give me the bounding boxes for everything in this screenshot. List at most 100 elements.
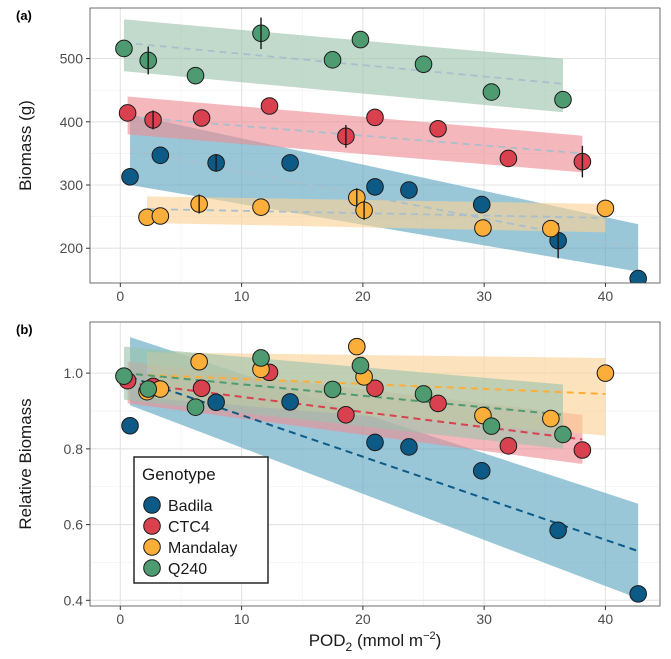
x-tick-label: 30 [476, 288, 492, 304]
y-tick-label: 0.8 [64, 441, 84, 457]
legend-swatch-badila [143, 496, 161, 514]
data-point-q240 [323, 380, 342, 399]
panel-border [89, 7, 661, 284]
data-point-mandalay [596, 364, 615, 382]
data-point-q240 [414, 55, 433, 74]
data-point-badila [400, 438, 418, 456]
data-point-ctc4 [366, 108, 384, 127]
data-point-badila [472, 195, 491, 214]
data-point-mandalay [542, 219, 560, 238]
x-axis-title-sub: 2 [346, 640, 353, 654]
data-point-ctc4 [499, 149, 518, 168]
data-point-q240 [323, 51, 342, 69]
panel-label: (b) [16, 322, 33, 337]
data-point-badila [549, 521, 567, 540]
data-point-badila [121, 167, 139, 186]
y-tick-label: 0.6 [64, 517, 84, 533]
data-point-badila [151, 146, 170, 165]
data-point-mandalay [348, 337, 366, 356]
y-tick-label: 400 [60, 114, 84, 130]
x-axis-title-main: POD [309, 631, 346, 650]
legend: Genotype Badila CTC4 Mandalay Q240 [133, 456, 269, 584]
data-point-ctc4 [573, 441, 592, 459]
x-axis-title: POD2 (mmol m−2) [309, 630, 442, 654]
data-point-ctc4 [366, 379, 384, 398]
plot-layer [115, 17, 647, 283]
x-tick-label: 20 [355, 611, 371, 627]
x-axis-title-close: ) [436, 631, 442, 650]
data-point-ctc4 [429, 119, 447, 138]
panel-border [89, 321, 661, 607]
data-point-mandalay [542, 409, 560, 428]
x-tick-label: 40 [598, 611, 614, 627]
data-point-q240 [351, 356, 370, 375]
confidence-band-badila [130, 114, 639, 272]
data-point-q240 [482, 417, 501, 435]
data-point-badila [472, 462, 491, 480]
confidence-band-q240 [123, 19, 563, 113]
panel-a: 200 300 400 500 0 10 20 30 40 Biomass (g) (a) [16, 7, 661, 304]
panel-label: (a) [16, 8, 32, 23]
y-tick-label: 1.0 [64, 365, 84, 381]
legend-swatch-q240 [143, 559, 161, 577]
x-axis-title-unit: (mmol m [352, 631, 423, 650]
x-tick-label: 30 [476, 611, 492, 627]
legend-label-ctc4: CTC4 [168, 519, 210, 536]
data-point-q240 [482, 83, 501, 101]
data-point-badila [629, 585, 647, 603]
x-tick-label: 0 [116, 288, 124, 304]
data-point-q240 [115, 367, 133, 385]
data-point-mandalay [596, 199, 615, 218]
data-point-q240 [115, 39, 133, 58]
data-point-ctc4 [192, 109, 211, 127]
legend-title: Genotype [142, 465, 216, 484]
y-tick-label: 500 [60, 51, 84, 67]
legend-swatch-ctc4 [143, 517, 161, 535]
data-point-ctc4 [337, 405, 355, 424]
y-tick-label: 200 [60, 240, 84, 256]
data-point-q240 [139, 380, 158, 398]
data-point-q240 [554, 425, 572, 444]
fit-line-q240 [123, 41, 564, 85]
data-point-mandalay [252, 198, 270, 216]
legend-swatch-mandalay [143, 538, 161, 556]
data-point-q240 [252, 349, 270, 367]
data-point-badila [281, 393, 299, 411]
data-point-badila [281, 154, 299, 172]
y-tick-label: 0.4 [64, 592, 84, 608]
x-tick-label: 0 [116, 611, 124, 627]
x-tick-label: 10 [234, 611, 250, 627]
panel-b: 0.4 0.6 0.8 1.0 0 10 20 30 40 Relative Biomass (b) [16, 321, 661, 627]
data-point-mandalay [190, 352, 208, 371]
fit-line-mandalay [146, 208, 606, 219]
y-axis-title: Relative Biomass [16, 398, 35, 529]
legend-label-badila: Badila [168, 498, 213, 515]
data-point-q240 [186, 398, 205, 417]
data-point-badila [207, 393, 225, 412]
data-point-badila [366, 178, 384, 196]
x-tick-label: 10 [234, 288, 250, 304]
x-axis-title-sup: −2 [423, 630, 436, 642]
data-point-mandalay [151, 207, 170, 225]
data-point-ctc4 [499, 437, 518, 455]
data-point-ctc4 [192, 379, 211, 398]
x-tick-label: 40 [598, 288, 614, 304]
x-tick-label: 20 [355, 288, 371, 304]
y-axis-title: Biomass (g) [16, 100, 35, 191]
data-point-q240 [414, 385, 433, 403]
data-point-badila [629, 269, 647, 283]
legend-label-q240: Q240 [168, 561, 207, 578]
plot-layer [115, 337, 647, 603]
legend-label-mandalay: Mandalay [168, 540, 237, 557]
data-point-ctc4 [429, 394, 447, 413]
y-tick-label: 300 [60, 177, 84, 193]
data-point-mandalay [474, 219, 492, 237]
data-point-q240 [351, 30, 370, 49]
data-point-badila [366, 433, 384, 452]
data-point-ctc4 [118, 104, 137, 122]
data-point-ctc4 [260, 97, 279, 115]
fit-line-q240 [123, 372, 564, 416]
data-point-badila [121, 416, 139, 435]
